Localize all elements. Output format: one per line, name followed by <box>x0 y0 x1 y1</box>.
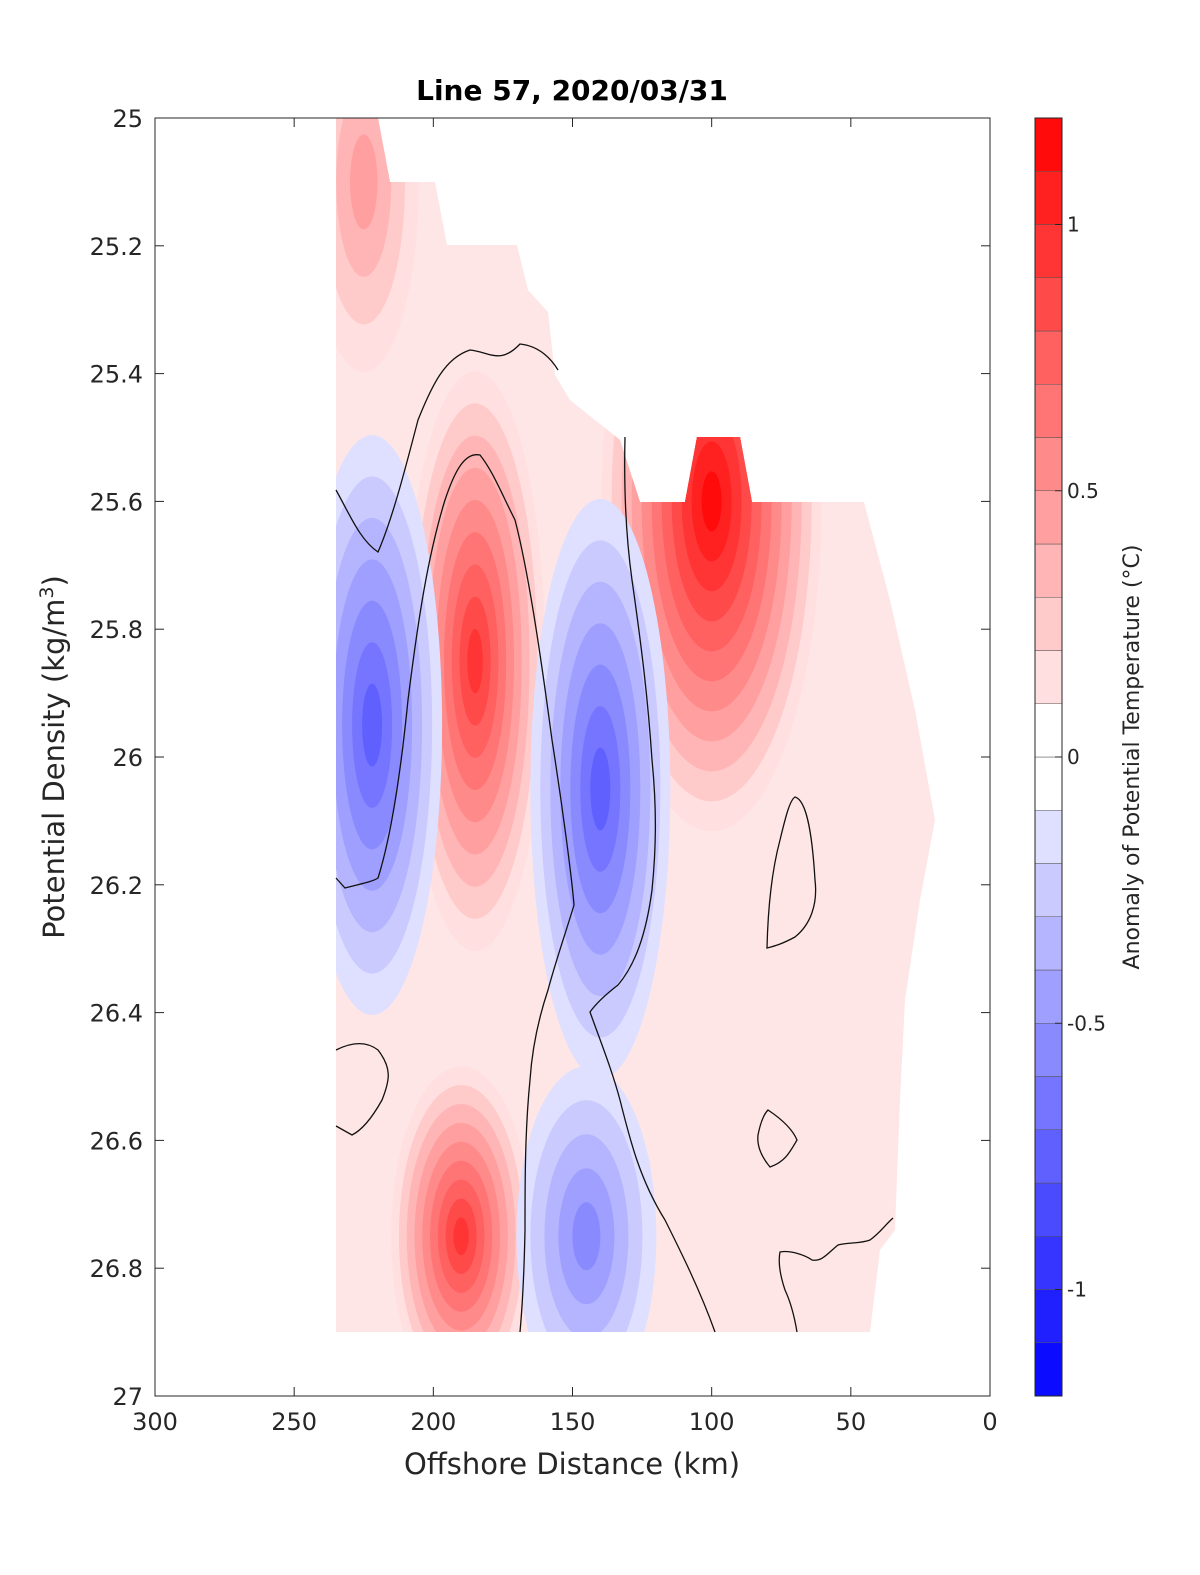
warm-band-surface-warm-230km <box>350 134 378 230</box>
colorbar-cell <box>1034 1076 1063 1130</box>
x-tick-label: 0 <box>982 1408 997 1436</box>
x-axis: 300 250 200 150 100 50 0 <box>132 118 998 1436</box>
colorbar-cell <box>1034 969 1063 1024</box>
colorbar-tick-label: 0 <box>1067 745 1080 769</box>
colorbar-cell <box>1034 810 1063 864</box>
x-tick-label: 300 <box>132 1408 178 1436</box>
y-tick-label: 26.2 <box>90 872 143 900</box>
colorbar-cell <box>1034 597 1063 651</box>
y-tick-label: 27 <box>112 1383 143 1411</box>
y-tick-label: 25.4 <box>90 361 143 389</box>
y-tick-label: 26.4 <box>90 1000 143 1028</box>
chart-title: Line 57, 2020/03/31 <box>416 74 728 107</box>
colorbar-cell <box>1034 224 1063 278</box>
zero-contour-closed-70km <box>766 796 817 949</box>
y-tick-label: 26.8 <box>90 1255 143 1283</box>
colorbar-cell <box>1034 756 1063 811</box>
zero-contour-closed-78km <box>757 1109 798 1168</box>
colorbar-cell <box>1034 277 1063 332</box>
colorbar-tick-label: -1 <box>1067 1278 1087 1302</box>
colorbar-cell <box>1034 171 1063 225</box>
colorbar-tick-label: 0.5 <box>1067 479 1099 503</box>
colorbar-cell <box>1034 384 1063 438</box>
colorbar-tick-label: -0.5 <box>1067 1011 1106 1035</box>
colorbar-cell <box>1034 863 1063 917</box>
colorbar-cell <box>1034 1129 1063 1184</box>
x-axis-label: Offshore Distance (km) <box>404 1447 740 1481</box>
zero-contour-cold-core-right <box>589 436 716 1333</box>
colorbar-cell <box>1034 1342 1063 1397</box>
colorbar-cell <box>1034 330 1063 385</box>
zero-contour-deep-nearshore <box>778 1217 894 1333</box>
x-tick-label: 50 <box>836 1408 867 1436</box>
y-tick-label: 25.2 <box>90 233 143 261</box>
y-tick-label: 26.6 <box>90 1127 143 1155</box>
warm-band-offshore-warm-core <box>467 628 483 694</box>
colorbar-cell <box>1034 1023 1063 1077</box>
colorbar-cell <box>1034 490 1063 545</box>
cold-band-cold-core-220km <box>362 683 383 767</box>
colorbar-cell <box>1034 1236 1063 1290</box>
colorbar-title: Anomaly of Potential Temperature (°C) <box>1120 545 1145 970</box>
colorbar-cell <box>1034 1289 1063 1343</box>
x-tick-label: 150 <box>550 1408 596 1436</box>
warm-band-deep-warm-core <box>453 1217 469 1256</box>
y-tick-label: 25.6 <box>90 488 143 516</box>
y-axis-label-close: ) <box>37 575 71 586</box>
y-tick-label: 25.8 <box>90 616 143 644</box>
colorbar-tick-label: 1 <box>1067 213 1080 237</box>
colorbar-cell <box>1034 650 1063 704</box>
zero-contour-closed-220km <box>335 1042 389 1136</box>
colorbar: 1 0.5 0 -0.5 -1 <box>1034 117 1106 1397</box>
x-tick-label: 200 <box>410 1408 456 1436</box>
y-tick-label: 25 <box>112 105 143 133</box>
y-axis-label-sup: 3 <box>36 586 58 598</box>
y-axis-label-main: Potential Density (kg/m <box>37 599 71 939</box>
x-tick-label: 100 <box>689 1408 735 1436</box>
zero-contour-warm-core-left <box>335 454 575 1333</box>
y-axis-label: Potential Density (kg/m3) <box>36 575 71 939</box>
colorbar-cell <box>1034 437 1063 491</box>
cold-band-cold-core-150km <box>590 747 611 831</box>
y-tick-label: 26 <box>112 744 143 772</box>
y-axis: 25 25.2 25.4 25.6 25.8 26 26.2 26.4 26.6 26.8 27 <box>90 105 990 1411</box>
colorbar-cell <box>1034 543 1063 598</box>
colorbar-cell <box>1034 916 1063 971</box>
colorbar-cell <box>1034 703 1063 758</box>
colorbar-cell <box>1034 117 1063 172</box>
colorbar-cell <box>1034 1182 1063 1237</box>
x-tick-label: 250 <box>271 1408 317 1436</box>
warm-band-nearshore-warm-core <box>701 471 722 532</box>
zero-contour-offshore-left <box>335 343 559 553</box>
cold-band-deep-cold-core <box>572 1202 601 1271</box>
zero-contours <box>335 343 894 1333</box>
